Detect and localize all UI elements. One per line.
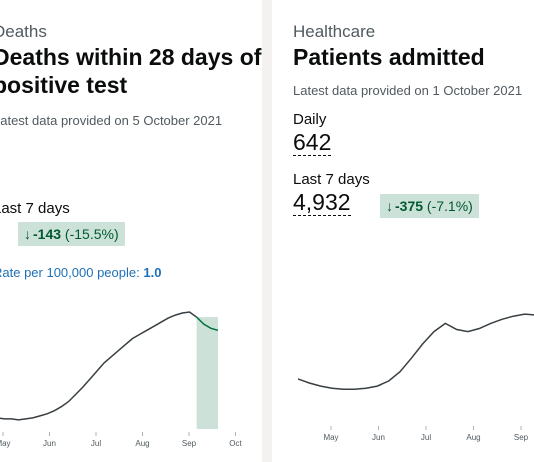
- arrow-down-icon: ↓: [24, 226, 31, 242]
- deaths-card: Deaths Deaths within 28 days of positive…: [0, 0, 262, 462]
- x-tick-label: Jun: [43, 439, 56, 448]
- deaths-title-line2: positive test: [0, 72, 128, 98]
- patients-chart: May Jun Jul Aug Sep: [297, 313, 534, 442]
- x-tick-label: Sep: [514, 433, 529, 442]
- patients-last7-label: Last 7 days: [293, 171, 370, 188]
- deaths-latest-date: Latest data provided on 5 October 2021: [0, 113, 223, 128]
- patients-change-value: -375: [395, 198, 424, 214]
- patients-daily-value[interactable]: 642: [293, 129, 332, 156]
- series-line: [297, 313, 534, 390]
- patients-change-badge: ↓ -375 (-7.1%): [380, 194, 479, 218]
- x-tick-label: Aug: [135, 439, 149, 448]
- deaths-change-value: -143: [33, 226, 62, 242]
- arrow-down-icon: ↓: [386, 198, 393, 214]
- deaths-rate-value: 1.0: [143, 265, 162, 280]
- patients-card: Healthcare Patients admitted Latest data…: [272, 0, 534, 462]
- deaths-change-percent: (-15.5%): [64, 226, 119, 242]
- x-tick-label: Sep: [182, 439, 197, 448]
- deaths-last7-label: Last 7 days: [0, 200, 70, 217]
- series-line: [0, 311, 198, 421]
- patients-title[interactable]: Patients admitted: [293, 44, 485, 70]
- deaths-chart: May Jun Jul Aug Sep Oct: [0, 311, 242, 448]
- patients-caption: Healthcare: [293, 22, 376, 41]
- x-tick-label: Oct: [229, 439, 242, 448]
- deaths-rate[interactable]: Rate per 100,000 people: 1.0: [0, 265, 161, 280]
- deaths-caption: Deaths: [0, 22, 47, 41]
- patients-latest-date: Latest data provided on 1 October 2021: [293, 83, 523, 98]
- x-tick-label: Aug: [466, 433, 480, 442]
- recent-period-area: [196, 317, 218, 429]
- deaths-title-line1: Deaths within 28 days of: [0, 44, 262, 70]
- x-tick-label: Jul: [421, 433, 431, 442]
- x-tick-label: May: [323, 433, 338, 442]
- x-tick-label: Jul: [91, 439, 101, 448]
- patients-change-percent: (-7.1%): [426, 198, 473, 214]
- patients-last7-value[interactable]: 4,932: [293, 189, 351, 216]
- x-tick-label: May: [0, 439, 11, 448]
- x-tick-label: Jun: [372, 433, 385, 442]
- deaths-title[interactable]: Deaths within 28 days of positive test: [0, 43, 261, 99]
- deaths-rate-label: Rate per 100,000 people:: [0, 265, 140, 280]
- recent-series-line: [196, 316, 219, 332]
- deaths-change-badge: ↓ -143 (-15.5%): [18, 222, 125, 246]
- patients-daily-label: Daily: [293, 111, 327, 128]
